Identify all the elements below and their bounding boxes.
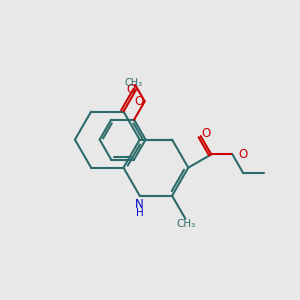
Text: O: O <box>238 148 248 161</box>
Text: H: H <box>136 208 144 218</box>
Text: CH₃: CH₃ <box>176 219 196 229</box>
Text: N: N <box>135 198 144 211</box>
Text: O: O <box>201 127 210 140</box>
Text: O: O <box>126 83 135 96</box>
Text: O: O <box>134 95 143 108</box>
Text: CH₃: CH₃ <box>125 78 143 88</box>
